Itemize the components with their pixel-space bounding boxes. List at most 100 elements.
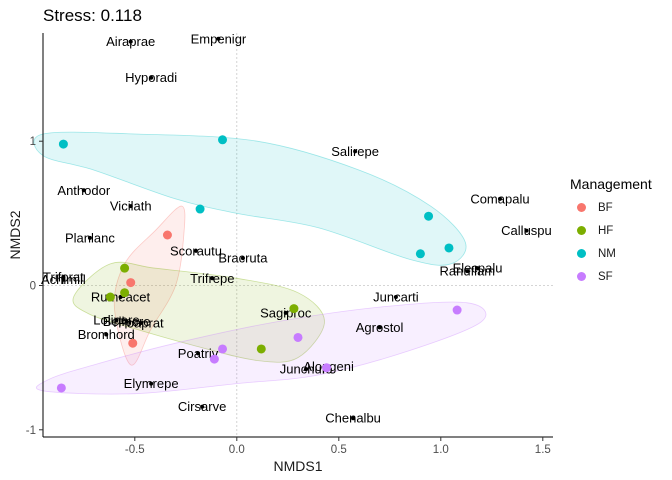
species-label: Empenigr	[191, 31, 247, 46]
species-label: Hyporadi	[125, 70, 177, 85]
legend-items: BF HF NM SF	[570, 196, 652, 288]
species-point	[353, 149, 358, 154]
site-point-nm	[195, 204, 205, 214]
x-tick-label: 0.0	[229, 444, 245, 456]
chart-title: Stress: 0.118	[43, 6, 142, 25]
species-label: Lolipere	[93, 313, 139, 328]
site-point-hf	[105, 292, 115, 302]
site-point-nm	[415, 249, 425, 259]
legend-title: Management	[570, 176, 652, 192]
species-point	[194, 248, 198, 253]
species-label: Bellpere	[103, 314, 151, 329]
species-label: Ranuflam	[439, 264, 495, 279]
site-point-sf	[218, 344, 228, 354]
legend-key	[572, 245, 590, 263]
legend: Management BF HF NM SF	[570, 176, 652, 288]
site-point-bf	[162, 230, 172, 240]
species-point	[497, 196, 502, 201]
legend-swatch	[576, 203, 586, 212]
species-point	[61, 274, 66, 279]
species-label: Trifrepe	[190, 271, 234, 286]
y-tick-label: 1	[30, 136, 36, 148]
species-point	[149, 381, 154, 386]
site-point-bf	[126, 278, 136, 288]
legend-item-hf: HF	[570, 219, 652, 242]
x-tick-label: 1.5	[535, 444, 551, 456]
species-point	[393, 295, 398, 300]
species-label: Chenalbu	[325, 411, 381, 426]
species-label: Comapalu	[470, 191, 529, 206]
site-point-nm	[444, 243, 454, 253]
site-point-sf	[322, 363, 332, 373]
species-label: Vicilath	[110, 199, 152, 214]
species-point	[475, 266, 480, 271]
site-point-sf	[209, 354, 219, 364]
x-tick-label: 0.5	[331, 444, 347, 456]
species-point	[210, 276, 215, 281]
species-point	[216, 36, 221, 41]
legend-key	[572, 199, 590, 217]
hull-nm	[33, 131, 467, 266]
species-label: Planlanc	[65, 230, 115, 245]
species-label: Salirepe	[331, 144, 379, 159]
species-label: Anthodor	[57, 183, 110, 198]
species-label: Cirsarve	[178, 399, 226, 414]
site-point-hf	[120, 288, 130, 298]
species-point	[81, 188, 86, 193]
species-label: Bracruta	[218, 251, 268, 266]
species-point	[283, 310, 288, 315]
species-label: Sagiproc	[260, 305, 312, 320]
site-point-nm	[424, 211, 434, 221]
species-point	[196, 351, 201, 356]
species-label: Airaprae	[106, 34, 155, 49]
species-point	[524, 228, 529, 233]
site-point-sf	[452, 305, 462, 315]
y-tick-label: -1	[26, 425, 36, 437]
species-point	[128, 204, 133, 209]
species-label: Poatriv	[178, 346, 219, 361]
hull-bf	[113, 205, 186, 366]
species-point	[124, 319, 129, 324]
x-axis-title: NMDS1	[273, 458, 322, 474]
legend-item-nm: NM	[570, 242, 652, 265]
species-point	[304, 367, 309, 372]
legend-item-bf: BF	[570, 196, 652, 219]
site-point-bf	[128, 338, 138, 348]
legend-swatch	[576, 226, 586, 235]
legend-item-sf: SF	[570, 265, 652, 288]
legend-label: SF	[598, 270, 613, 283]
y-axis-title: NMDS2	[7, 210, 23, 259]
species-label: Elymrepe	[124, 376, 179, 391]
site-point-nm	[58, 139, 68, 149]
species-label: Achimill	[41, 272, 86, 287]
y-tick-label: 0	[30, 281, 36, 293]
legend-label: NM	[598, 247, 616, 260]
species-point	[128, 39, 133, 44]
legend-label: HF	[598, 224, 614, 237]
legend-key	[572, 268, 590, 286]
species-label: Poaprat	[118, 316, 164, 331]
species-label: Agrostol	[356, 320, 404, 335]
species-point	[138, 321, 143, 326]
species-label: Calluspu	[501, 223, 552, 238]
site-point-nm	[218, 135, 228, 145]
species-point	[240, 256, 245, 261]
site-point-sf	[293, 332, 303, 342]
legend-swatch	[576, 272, 586, 281]
site-point-sf	[56, 383, 66, 393]
species-point	[377, 325, 382, 330]
species-point	[118, 295, 123, 300]
legend-label: BF	[598, 201, 613, 214]
species-point	[149, 75, 154, 80]
species-label: Juncarti	[373, 290, 419, 305]
species-label: Bromhord	[78, 327, 135, 342]
species-point	[104, 332, 109, 337]
site-point-hf	[289, 304, 299, 314]
species-point	[87, 235, 92, 240]
species-label: Junchufo	[280, 362, 333, 377]
species-point	[61, 277, 66, 282]
species-point	[114, 318, 119, 323]
site-point-hf	[256, 344, 266, 354]
